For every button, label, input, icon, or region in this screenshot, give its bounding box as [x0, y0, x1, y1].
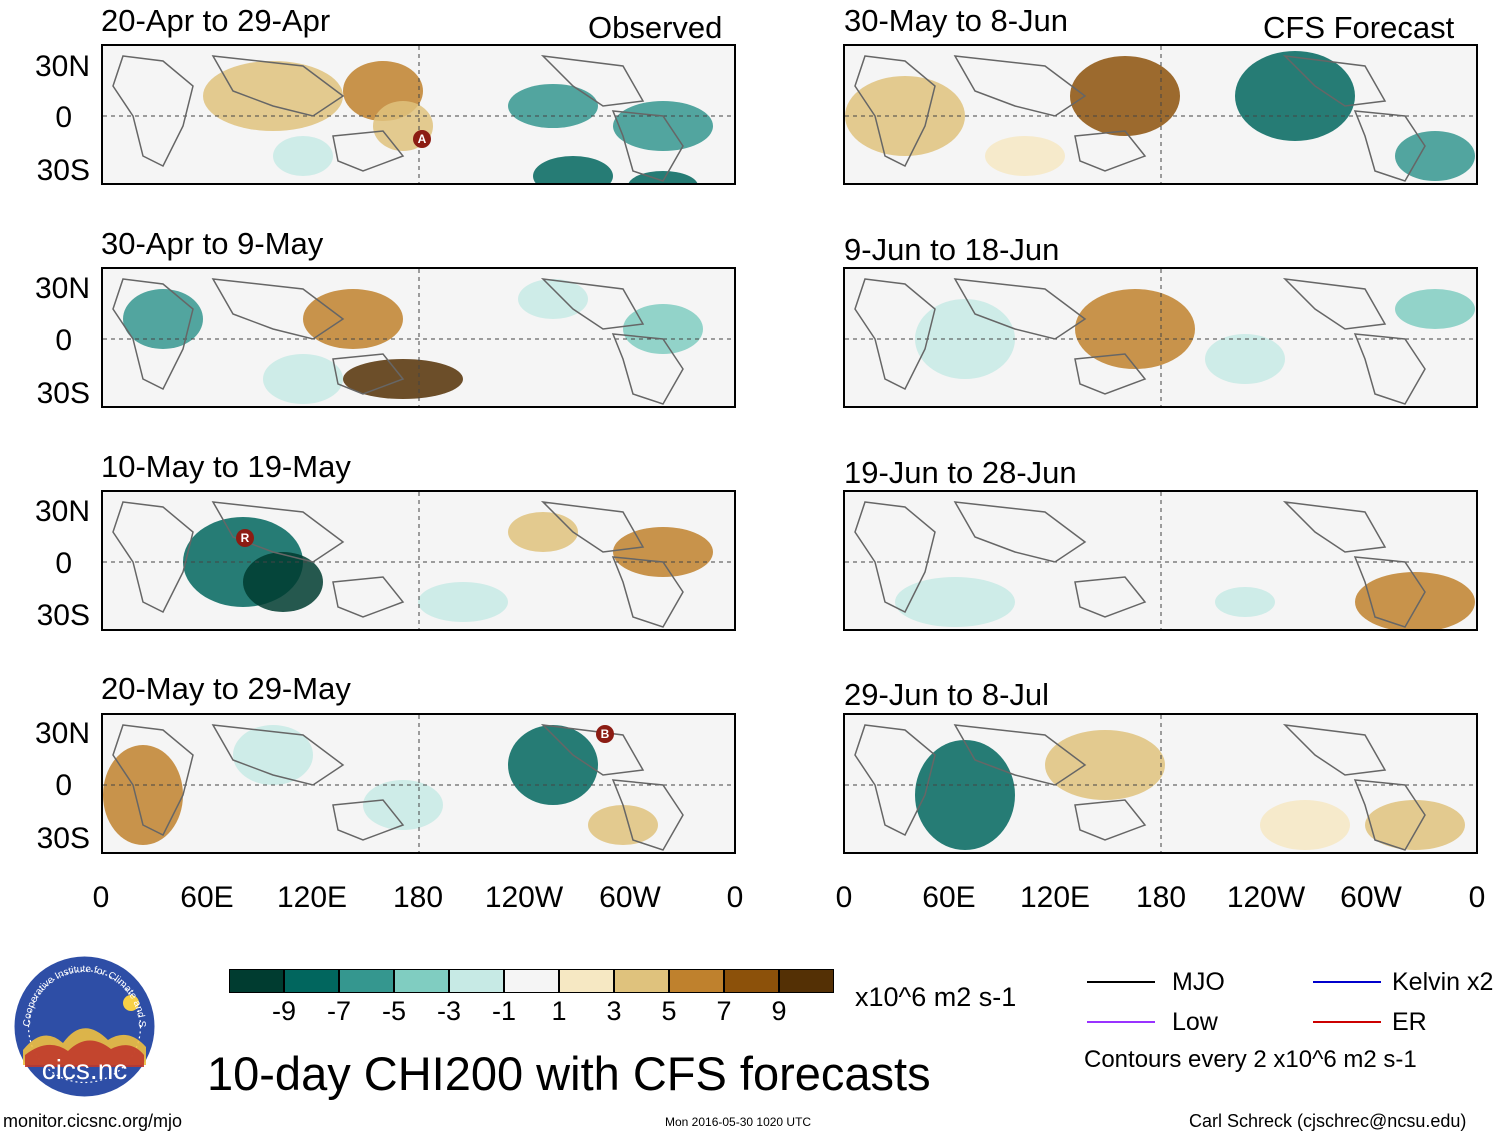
- forecast-panel-3-title: 19-Jun to 28-Jun: [844, 455, 1077, 490]
- footer-timestamp: Mon 2016-05-30 1020 UTC: [665, 1115, 812, 1129]
- storm-marker-r: R: [236, 529, 254, 547]
- colorbar-label: 7: [716, 996, 732, 1026]
- colorbar-swatch: [449, 969, 504, 993]
- colorbar-label: 3: [606, 996, 622, 1026]
- colorbar-swatch: [394, 969, 449, 993]
- legend-kelvin-label: Kelvin x2: [1392, 968, 1494, 996]
- colorbar-swatch: [559, 969, 614, 993]
- lon-label: 0: [1468, 881, 1486, 914]
- lon-label: 0: [92, 881, 110, 914]
- colorbar-swatch: [669, 969, 724, 993]
- observed-map-3: [101, 490, 736, 631]
- colorbar-label: -9: [271, 996, 297, 1026]
- colorbar-swatch: [724, 969, 779, 993]
- colorbar-label: -5: [381, 996, 407, 1026]
- colorbar-label: -1: [491, 996, 517, 1026]
- colorbar-swatch: [284, 969, 339, 993]
- storm-marker-a: A: [413, 130, 431, 148]
- observed-panel-1-title: 20-Apr to 29-Apr: [101, 3, 331, 38]
- observed-panel-2-title: 30-Apr to 9-May: [101, 226, 324, 261]
- cics-logo[interactable]: cics.nc Cooperative Institute for Climat…: [10, 947, 156, 1098]
- colorbar-units: x10^6 m2 s-1: [855, 982, 1017, 1012]
- forecast-map-1: [843, 44, 1478, 185]
- lon-label: 120W: [1226, 881, 1306, 914]
- observed-panel-3-title: 10-May to 19-May: [101, 449, 351, 484]
- legend-mjo-label: MJO: [1172, 968, 1225, 996]
- colorbar-swatch: [614, 969, 669, 993]
- lon-label: 0: [835, 881, 853, 914]
- lon-label: 60E: [180, 881, 234, 914]
- lat-label-eq: 0: [55, 324, 72, 357]
- observed-panel-4-title: 20-May to 29-May: [101, 671, 351, 706]
- lon-label: 180: [392, 881, 444, 914]
- forecast-map-2: [843, 267, 1478, 408]
- lat-label-30s: 30S: [36, 377, 90, 410]
- contours-note: Contours every 2 x10^6 m2 s-1: [1084, 1046, 1417, 1073]
- lat-label-30s: 30S: [36, 822, 90, 855]
- legend-er-line: [1313, 1021, 1381, 1023]
- forecast-map-4: [843, 713, 1478, 854]
- logo-text: cics.nc: [42, 1054, 128, 1085]
- footer-author: Carl Schreck (cjschrec@ncsu.edu): [1189, 1111, 1467, 1131]
- legend-kelvin-line: [1313, 981, 1381, 983]
- observed-header: Observed: [588, 10, 723, 45]
- colorbar-swatch: [339, 969, 394, 993]
- lat-label-eq: 0: [55, 101, 72, 134]
- lon-label: 120E: [1019, 881, 1091, 914]
- lon-label: 120E: [276, 881, 348, 914]
- lon-label: 60W: [599, 881, 661, 914]
- lon-label: 120W: [484, 881, 564, 914]
- lat-label-30n: 30N: [34, 272, 90, 305]
- legend-er-label: ER: [1392, 1008, 1427, 1036]
- lon-label: 180: [1135, 881, 1187, 914]
- colorbar-label: 1: [551, 996, 567, 1026]
- colorbar-label: 5: [661, 996, 677, 1026]
- footer-url[interactable]: monitor.cicsnc.org/mjo: [3, 1111, 183, 1131]
- forecast-panel-1-title: 30-May to 8-Jun: [844, 3, 1068, 38]
- lon-label: 60W: [1340, 881, 1402, 914]
- forecast-panel-2-title: 9-Jun to 18-Jun: [844, 232, 1060, 267]
- lon-label: 60E: [922, 881, 976, 914]
- lat-label-30n: 30N: [34, 50, 90, 83]
- legend-low-label: Low: [1172, 1008, 1218, 1036]
- observed-map-4: [101, 713, 736, 854]
- observed-map-2: [101, 267, 736, 408]
- colorbar-label: 9: [771, 996, 787, 1026]
- storm-marker-b: B: [596, 725, 614, 743]
- colorbar-swatch: [504, 969, 559, 993]
- forecast-header: CFS Forecast: [1263, 10, 1455, 45]
- colorbar-swatch: [229, 969, 284, 993]
- legend-mjo-line: [1087, 981, 1155, 983]
- main-title: 10-day CHI200 with CFS forecasts: [207, 1047, 931, 1100]
- colorbar-swatch: [779, 969, 834, 993]
- lat-label-eq: 0: [55, 769, 72, 802]
- forecast-map-3: [843, 490, 1478, 631]
- observed-map-1: [101, 44, 736, 185]
- colorbar-label: -3: [436, 996, 462, 1026]
- forecast-panel-4-title: 29-Jun to 8-Jul: [844, 677, 1050, 712]
- lat-label-30n: 30N: [34, 495, 90, 528]
- lat-label-30s: 30S: [36, 154, 90, 187]
- lat-label-30n: 30N: [34, 717, 90, 750]
- legend-low-line: [1087, 1021, 1155, 1023]
- lat-label-30s: 30S: [36, 599, 90, 632]
- lon-label: 0: [726, 881, 744, 914]
- lat-label-eq: 0: [55, 547, 72, 580]
- colorbar-label: -7: [326, 996, 352, 1026]
